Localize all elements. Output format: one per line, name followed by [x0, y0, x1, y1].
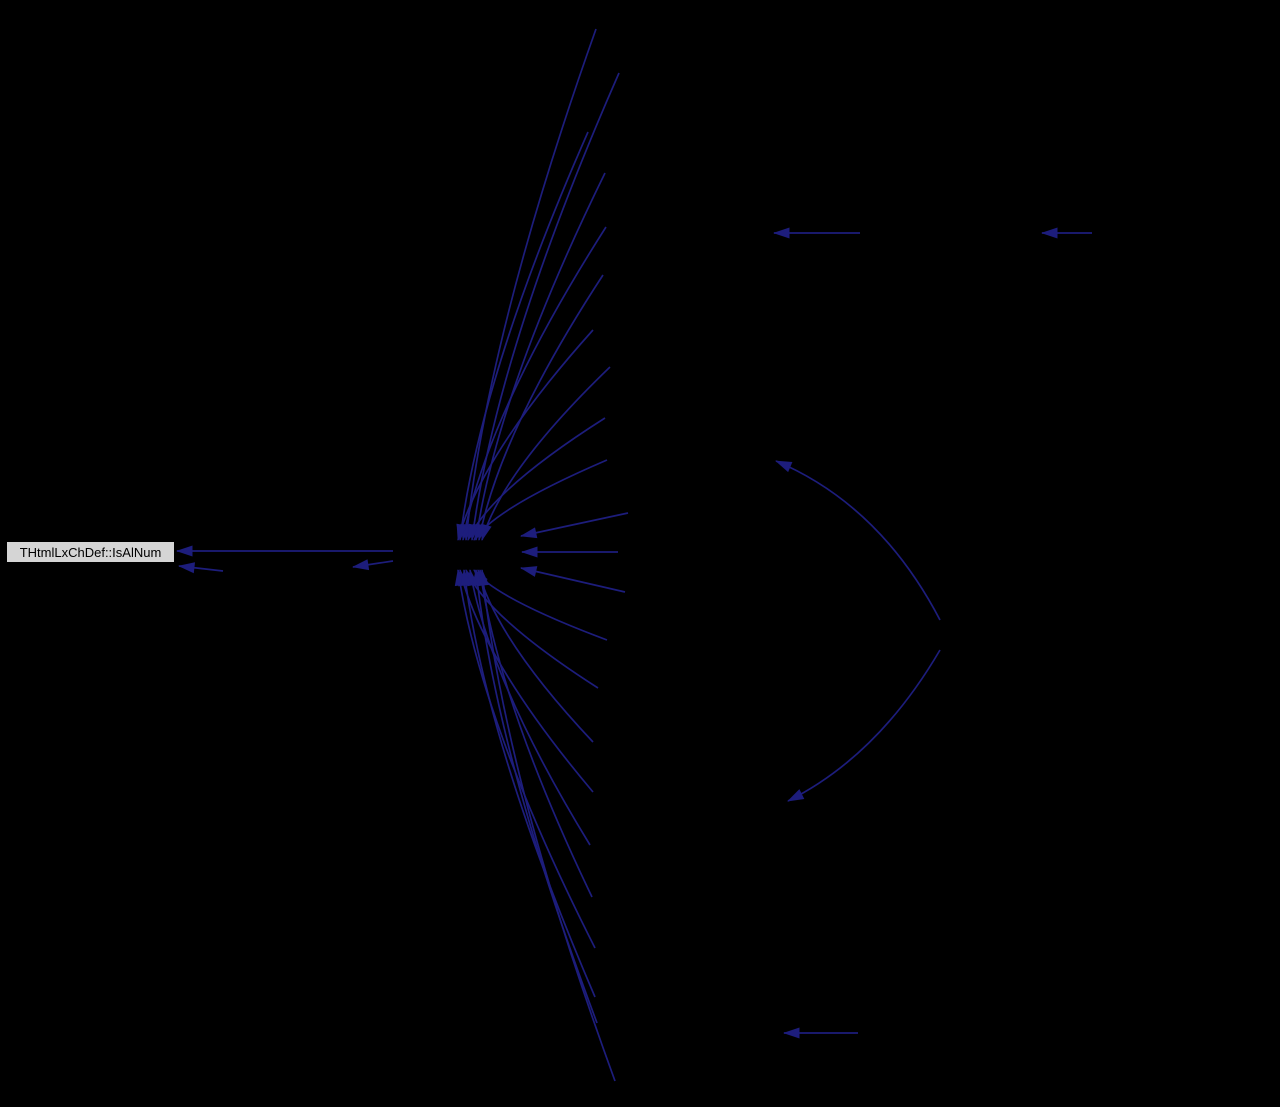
edge-fan-top-3	[456, 131, 589, 541]
edge-fan-top-2	[468, 72, 620, 541]
edge-arc-lower-right	[787, 649, 941, 802]
edge-fan-top-8	[481, 366, 611, 541]
edge-right-straight-1	[520, 512, 629, 539]
edge-fan-top-7	[456, 329, 594, 541]
edge-fan-bottom-10	[478, 569, 616, 1082]
edge-arc-upper-right	[775, 460, 941, 621]
graph-node-isalnum[interactable]: THtmlLxChDef::IsAlNum	[6, 541, 175, 563]
node-label: THtmlLxChDef::IsAlNum	[19, 544, 162, 560]
edge-fan-top-4	[472, 172, 606, 541]
edge-center-node-to-mid-node	[352, 559, 394, 571]
edge-layer	[176, 28, 1092, 1082]
edge-fan-bottom-8	[460, 569, 596, 998]
edge-fan-top-10	[473, 459, 608, 541]
edge-right-straight-3	[520, 566, 626, 593]
edge-fan-bottom-7	[454, 569, 596, 949]
edge-fan-top-1	[462, 28, 597, 541]
edge-fan-bottom-1	[473, 569, 608, 641]
edge-mid-node-to-isalnum	[178, 562, 224, 574]
